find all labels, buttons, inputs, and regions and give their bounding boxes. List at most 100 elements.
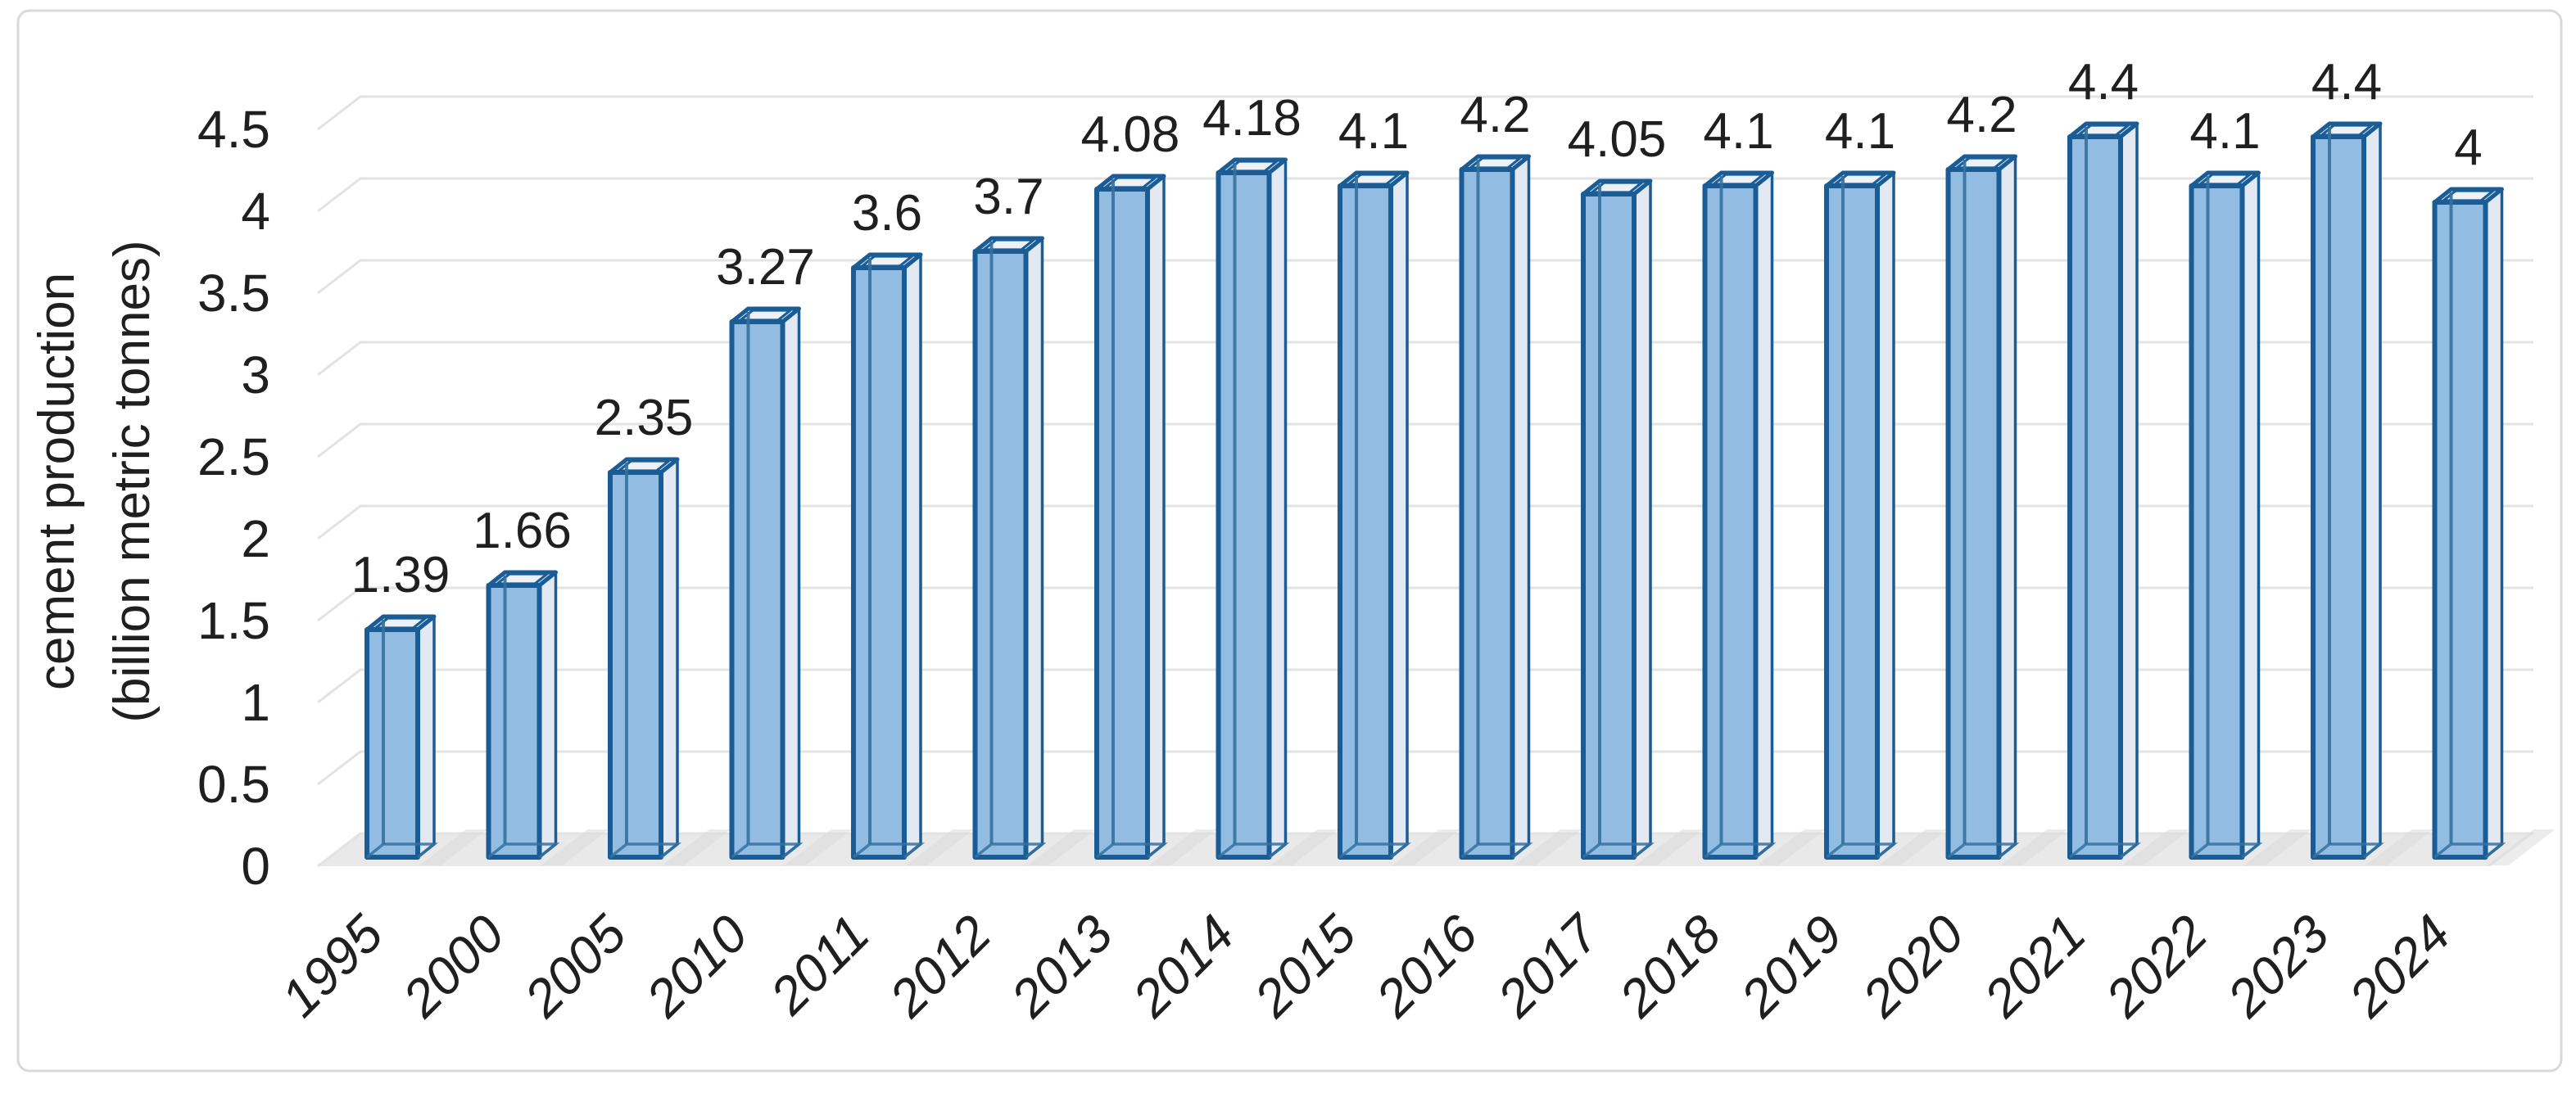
bar-base-rim	[852, 842, 925, 859]
bar-value-label: 4.4	[2311, 54, 2382, 111]
bar-value-label: 4.1	[1703, 103, 1773, 160]
bar-shadows	[419, 829, 2556, 865]
bar-group	[364, 614, 438, 860]
y-tick-label: 1.5	[197, 591, 270, 650]
y-axis-title-line1: cement production	[29, 273, 85, 690]
bar-front-face	[1459, 167, 1515, 860]
bar-base-rim	[1582, 842, 1655, 859]
bar-base-rim	[365, 842, 438, 859]
bar-front-face	[1338, 183, 1393, 860]
bar-group	[729, 306, 804, 860]
bar-front-face	[364, 627, 420, 860]
y-tick-label: 1	[241, 673, 270, 732]
bar-base-rim	[609, 842, 681, 859]
bar-base-rim	[1095, 842, 1168, 859]
y-tick-label: 3	[241, 346, 270, 404]
bar-value-label: 3.27	[716, 239, 815, 296]
bar-value-label: 4.1	[1825, 103, 1895, 160]
bar-shadow	[1879, 829, 1947, 865]
bar-front-face	[1094, 187, 1150, 860]
bar-shadow	[1149, 829, 1217, 865]
bar-group	[608, 457, 681, 860]
bar-base-rim	[1460, 842, 1533, 859]
y-tick-label: 0.5	[197, 755, 270, 814]
bar-base-rim	[1947, 842, 2020, 859]
gridline	[317, 504, 2533, 540]
bar-base-rim	[731, 842, 804, 859]
bar-front-face	[608, 470, 663, 860]
bar-base-rim	[487, 842, 560, 859]
bar-base-rim	[1704, 842, 1777, 859]
bar-front-face	[1702, 183, 1759, 860]
y-tick-label: 0	[241, 837, 270, 896]
bar-shadow	[2487, 829, 2556, 865]
bar-shadow	[1636, 829, 1704, 865]
bar-base-rim	[2433, 842, 2506, 859]
bar-group	[1824, 170, 1898, 860]
bar-front-face	[2189, 183, 2245, 860]
bar-group	[2067, 121, 2141, 860]
bar-value-label: 3.7	[973, 169, 1044, 225]
bar-base-rim	[974, 842, 1047, 859]
bar-group	[972, 236, 1047, 860]
bar-group	[1702, 170, 1777, 860]
bar-front-face	[2067, 134, 2123, 860]
bar-shadow	[419, 829, 487, 865]
bar-front-face	[2311, 134, 2366, 860]
gridline	[317, 177, 2533, 213]
bar-shadow	[663, 829, 731, 865]
bar-front-face	[1824, 183, 1880, 860]
bar-value-label: 4	[2454, 120, 2482, 176]
bar-group	[851, 252, 925, 860]
gridlines	[317, 95, 2533, 868]
bar-group	[1459, 154, 1533, 860]
gridline	[317, 422, 2533, 458]
bar-group	[486, 570, 560, 860]
gridline	[317, 259, 2533, 295]
bar-base-rim	[1217, 842, 1290, 859]
gridline	[317, 341, 2533, 377]
y-axis-ticks: 0 0.5 1 1.5 2 2.5 3 3.5 4 4.5	[197, 100, 270, 896]
y-tick-label: 2.5	[197, 427, 270, 486]
bar-group	[2189, 170, 2263, 860]
bar-shadow	[2122, 829, 2190, 865]
bar-group	[1581, 178, 1655, 860]
bar-value-label: 4.1	[2189, 103, 2260, 160]
bar-value-label: 4.08	[1081, 106, 1180, 163]
bar-group	[1338, 170, 1411, 860]
bar-value-label: 2.35	[595, 390, 694, 446]
bar-front-face	[1581, 192, 1637, 860]
bar-value-label: 1.66	[473, 503, 572, 559]
bar-shadow	[541, 829, 609, 865]
bar-base-rim	[1338, 842, 1411, 859]
bar-value-label: 4.18	[1202, 90, 1302, 147]
bar-front-face	[1945, 167, 2002, 860]
bar-shadow	[1392, 829, 1460, 865]
bar-group	[2311, 121, 2384, 860]
bar-shadow	[1027, 829, 1096, 865]
bar-base-rim	[2068, 842, 2141, 859]
bar-shadow	[1757, 829, 1826, 865]
gridline	[317, 668, 2533, 704]
bar-shadow	[1514, 829, 1582, 865]
bar-value-label: 4.2	[1946, 87, 2017, 143]
bar-group	[2432, 187, 2506, 860]
gridline	[317, 95, 2533, 131]
bars	[364, 121, 2506, 860]
bar-value-label: 3.6	[852, 185, 922, 242]
y-tick-label: 2	[241, 509, 270, 568]
bar-value-label: 4.4	[2068, 54, 2139, 111]
bar-shadow	[2365, 829, 2433, 865]
bar-value-label: 1.39	[351, 547, 450, 603]
value-labels: 1.39 1.66 2.35 3.27 3.6 3.7 4.08 4.18 4.1 4.2 4.05…	[351, 54, 2483, 603]
y-tick-label: 4	[241, 182, 270, 241]
bar-base-rim	[2311, 842, 2384, 859]
bar-group	[1094, 174, 1168, 860]
chart-border	[16, 9, 2563, 1073]
bar-base-rim	[1825, 842, 1898, 859]
bar-shadow	[2243, 829, 2312, 865]
y-axis-title: cement production (billion metric tonnes)	[29, 240, 161, 722]
y-axis-title-line2: (billion metric tonnes)	[104, 240, 161, 722]
